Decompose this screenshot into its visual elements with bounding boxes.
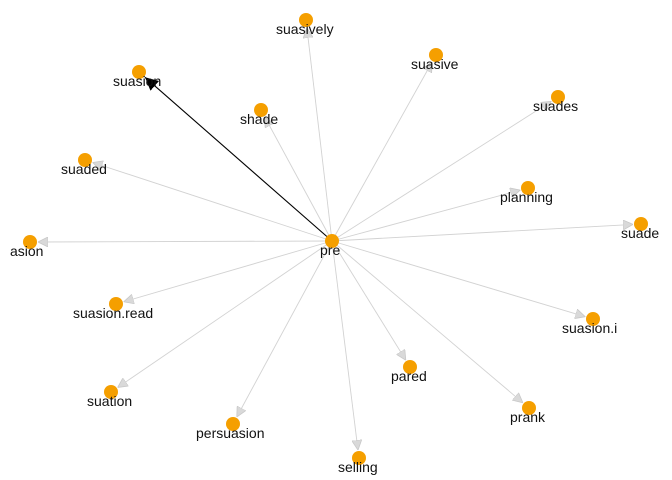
node-suade[interactable]: [634, 217, 648, 231]
node-label-pared: pared: [391, 368, 427, 384]
node-label-suasive: suasive: [411, 56, 459, 72]
node-suasive[interactable]: [429, 48, 443, 62]
node-label-suation: suation: [87, 393, 132, 409]
node-label-suade: suade: [621, 225, 659, 241]
edge-pre-to-selling: [331, 240, 358, 450]
node-label-suasively: suasively: [276, 21, 334, 37]
node-suasion-read[interactable]: [109, 297, 123, 311]
edge-pre-to-suation: [118, 240, 333, 388]
node-label-pre: pre: [320, 242, 340, 258]
node-pared[interactable]: [403, 360, 417, 374]
node-label-prank: prank: [510, 409, 546, 425]
node-suation[interactable]: [104, 385, 118, 399]
labels-layer: pre suasively suasion suasive shade suades sua…: [10, 21, 659, 475]
edge-pre-to-shade: [265, 117, 333, 242]
node-suasion[interactable]: [132, 65, 146, 79]
node-label-suasion: suasion: [113, 73, 161, 89]
edge-pre-to-suades: [331, 101, 551, 242]
edge-pre-to-suaded: [93, 163, 333, 242]
edge-pre-to-suasive: [331, 62, 432, 242]
node-label-asion: asion: [10, 243, 43, 259]
node-suaded[interactable]: [78, 153, 92, 167]
edge-pre-to-prank: [331, 240, 523, 403]
node-label-selling: selling: [338, 459, 378, 475]
edge-pre-to-suasion: [144, 76, 333, 242]
node-label-planning: planning: [500, 189, 553, 205]
edge-pre-to-suasively: [307, 28, 333, 242]
edge-pre-to-planning: [331, 190, 520, 242]
node-asion[interactable]: [23, 235, 37, 249]
node-shade[interactable]: [254, 103, 268, 117]
edge-pre-to-persuasion: [237, 240, 333, 417]
edge-pre-to-asion: [38, 241, 333, 242]
node-planning[interactable]: [521, 181, 535, 195]
node-pre[interactable]: [325, 234, 339, 248]
node-label-suasion-read: suasion.read: [73, 305, 153, 321]
edge-pre-to-suasion-read: [124, 240, 333, 302]
node-suades[interactable]: [551, 90, 565, 104]
node-prank[interactable]: [522, 401, 536, 415]
node-selling[interactable]: [352, 451, 366, 465]
node-label-shade: shade: [240, 111, 278, 127]
node-label-persuasion: persuasion: [196, 425, 265, 441]
node-label-suasion-i: suasion.i: [562, 320, 617, 336]
node-suasion-i[interactable]: [586, 312, 600, 326]
node-label-suaded: suaded: [61, 161, 107, 177]
edge-pre-to-suasion-i: [331, 240, 585, 317]
edges-layer: [38, 28, 633, 450]
edge-pre-to-pared: [331, 240, 406, 360]
node-suasively[interactable]: [299, 13, 313, 27]
edge-pre-to-suade: [331, 224, 633, 242]
nodes-layer: [23, 13, 648, 465]
node-label-suades: suades: [533, 98, 578, 114]
node-persuasion[interactable]: [226, 417, 240, 431]
